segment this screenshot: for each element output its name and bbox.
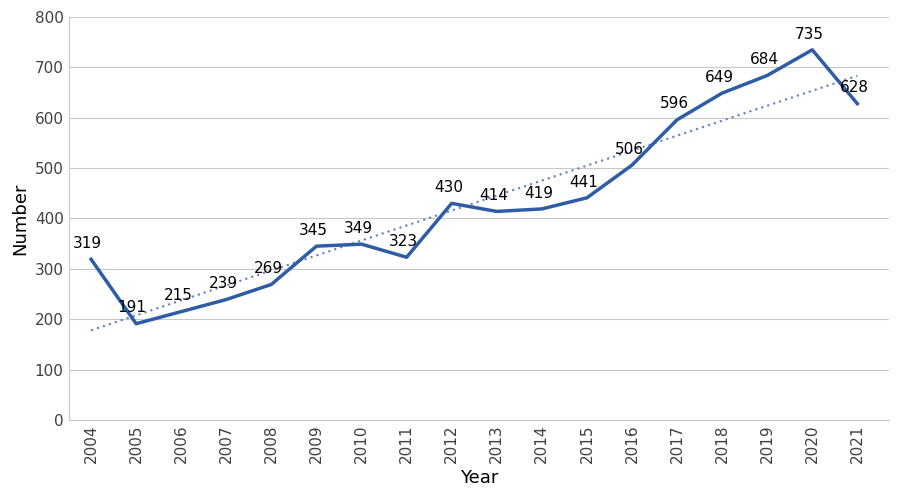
Text: 323: 323 xyxy=(389,234,419,249)
Y-axis label: Number: Number xyxy=(11,182,29,255)
Text: 684: 684 xyxy=(750,52,778,67)
Text: 419: 419 xyxy=(525,186,554,201)
Text: 349: 349 xyxy=(344,221,374,236)
Text: 319: 319 xyxy=(72,236,102,251)
Text: 345: 345 xyxy=(299,223,328,238)
X-axis label: Year: Year xyxy=(460,469,498,487)
Text: 628: 628 xyxy=(840,80,869,95)
Text: 269: 269 xyxy=(254,261,284,276)
Text: 596: 596 xyxy=(660,97,688,112)
Text: 649: 649 xyxy=(705,70,734,85)
Text: 414: 414 xyxy=(480,188,508,203)
Text: 191: 191 xyxy=(118,300,147,315)
Text: 215: 215 xyxy=(164,288,193,303)
Text: 430: 430 xyxy=(435,180,464,195)
Text: 735: 735 xyxy=(795,26,824,41)
Text: 239: 239 xyxy=(209,276,238,291)
Text: 441: 441 xyxy=(570,174,599,190)
Text: 506: 506 xyxy=(615,142,644,157)
